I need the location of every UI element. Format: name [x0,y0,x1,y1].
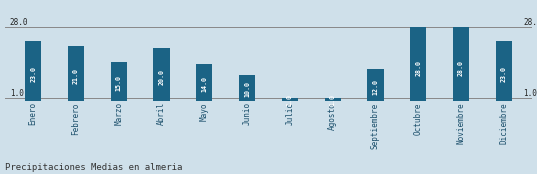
Text: 1.0: 1.0 [523,89,537,98]
Text: 12.0: 12.0 [373,79,379,95]
Bar [25,46,41,101]
Bar [68,48,84,101]
Text: 28.0: 28.0 [415,60,421,76]
Bar [154,51,170,101]
Bar [453,35,469,101]
Bar [410,30,426,101]
Text: 28.0: 28.0 [523,18,537,27]
Bar [25,41,41,101]
Bar [239,79,255,101]
Bar [324,98,341,101]
Text: 23.0: 23.0 [30,66,36,82]
Bar [453,27,469,101]
Bar [196,64,213,101]
Bar [496,46,512,101]
Bar [367,75,383,101]
Text: Precipitaciones Medias en almeria: Precipitaciones Medias en almeria [5,163,183,172]
Bar [111,69,127,101]
Text: 21.0: 21.0 [73,68,79,84]
Bar [282,98,298,101]
Text: 20.0: 20.0 [158,69,164,85]
Bar [68,46,84,101]
Text: 14.0: 14.0 [201,76,207,92]
Bar [282,98,298,101]
Text: 10.0: 10.0 [244,81,250,97]
Bar [410,27,426,101]
Text: 1.0: 1.0 [10,89,24,98]
Bar [496,41,512,101]
Bar [111,62,127,101]
Text: 28.0: 28.0 [458,60,464,76]
Bar [324,98,341,101]
Bar [367,69,383,101]
Text: 23.0: 23.0 [501,66,507,82]
Bar [154,48,170,101]
Bar [239,75,255,101]
Text: 15.0: 15.0 [116,75,122,91]
Text: 1.0: 1.0 [330,94,336,106]
Text: 28.0: 28.0 [10,18,28,27]
Bar [196,72,213,101]
Text: 1.0: 1.0 [287,94,293,106]
